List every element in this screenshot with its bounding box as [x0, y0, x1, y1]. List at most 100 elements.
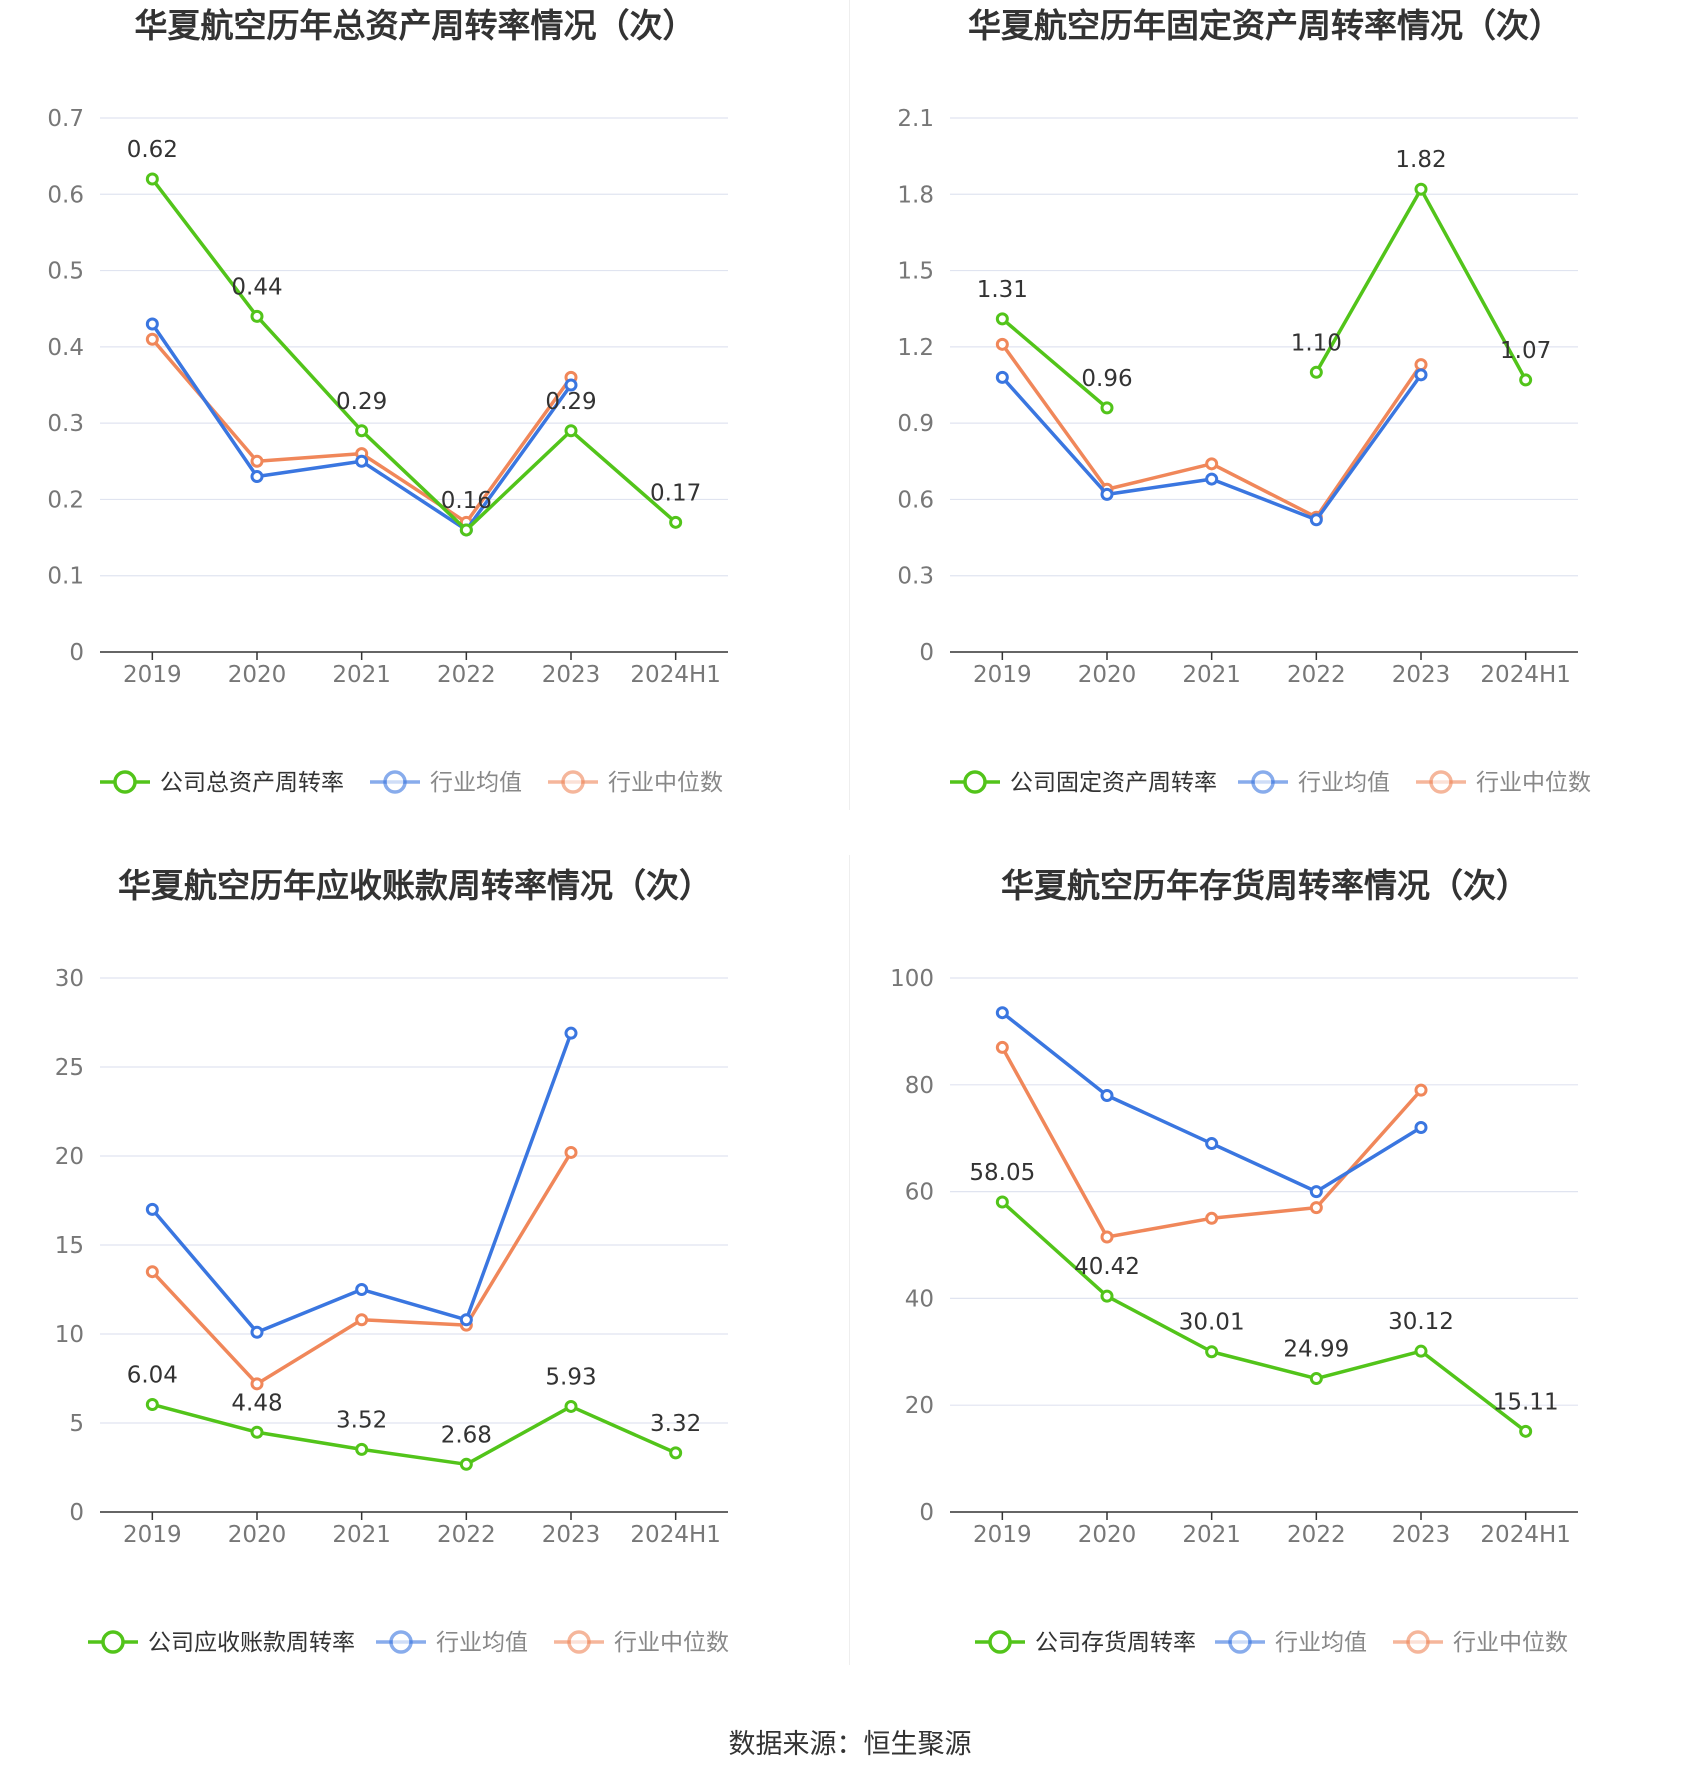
legend-label: 行业均值: [430, 770, 522, 796]
y-tick-label: 1.2: [897, 335, 934, 361]
data-label: 6.04: [127, 1362, 178, 1388]
legend-swatch-marker: [383, 770, 407, 794]
y-tick-label: 0: [69, 1500, 84, 1526]
data-label: 0.29: [545, 389, 596, 415]
data-label: 4.48: [231, 1390, 282, 1416]
data-label: 0.96: [1081, 366, 1132, 392]
vertical-divider-bottom: [849, 855, 850, 1665]
x-tick-label: 2024H1: [630, 1522, 720, 1548]
data-point-company: [564, 424, 578, 438]
chart-svg: 华夏航空历年总资产周转率情况（次） 0 0.1 0.2 0.3 0.4 0.5 0.6 0.7 2…: [47, 6, 728, 796]
x-tick-label: 2024H1: [1480, 1522, 1570, 1548]
x-tick-label: 2024H1: [630, 662, 720, 688]
data-point-avg: [250, 1325, 264, 1339]
legend-item-median: 行业中位数: [1416, 770, 1591, 796]
data-label: 0.29: [336, 389, 387, 415]
data-point-median: [1414, 358, 1428, 372]
chart-title: 华夏航空历年存货周转率情况（次）: [1001, 866, 1529, 905]
data-point-company: [459, 1457, 473, 1471]
y-tick-label: 0: [69, 640, 84, 666]
y-tick-label: 20: [905, 1393, 934, 1419]
data-label: 15.11: [1493, 1389, 1559, 1415]
y-tick-label: 0.9: [897, 411, 934, 437]
x-tick-label: 2021: [332, 662, 391, 688]
x-tick-label: 2023: [542, 1522, 601, 1548]
legend-item-median: 行业中位数: [548, 770, 723, 796]
x-tick-label: 2022: [1287, 662, 1346, 688]
data-point-avg: [459, 1313, 473, 1327]
chart-panel-total-asset-turnover: 华夏航空历年总资产周转率情况（次） 0 0.1 0.2 0.3 0.4 0.5 0.6 0.7 2…: [0, 0, 850, 860]
data-label: 0.44: [231, 274, 282, 300]
legend-label: 公司存货周转率: [1035, 1630, 1196, 1656]
legend-swatch-marker: [1228, 1630, 1252, 1654]
series-line-company: [1314, 187, 1528, 381]
y-tick-label: 0.3: [47, 411, 84, 437]
x-tick-label: 2021: [1182, 662, 1241, 688]
chart-panel-fixed-asset-turnover: 华夏航空历年固定资产周转率情况（次） 0 0.3 0.6 0.9 1.2 1.5 1.8 2.1…: [850, 0, 1700, 860]
chart-title: 华夏航空历年应收账款周转率情况（次）: [118, 866, 712, 905]
data-point-company: [1205, 1345, 1219, 1359]
data-point-company: [1519, 373, 1533, 387]
data-point-avg: [1100, 487, 1114, 501]
data-point-avg: [564, 378, 578, 392]
legend-swatch-marker: [1251, 770, 1275, 794]
y-tick-label: 0: [919, 1500, 934, 1526]
legend-label: 公司应收账款周转率: [148, 1630, 355, 1656]
series-line-company: [1001, 317, 1109, 410]
data-point-company: [1309, 1372, 1323, 1386]
data-label: 30.12: [1388, 1309, 1454, 1335]
data-point-median: [1205, 1211, 1219, 1225]
legend-item-avg: 行业均值: [1215, 1630, 1367, 1656]
legend-item-median: 行业中位数: [554, 1630, 729, 1656]
y-tick-label: 15: [55, 1233, 84, 1259]
data-point-company: [459, 523, 473, 537]
data-point-company: [250, 309, 264, 323]
legend-label: 行业中位数: [608, 770, 723, 796]
data-label: 24.99: [1283, 1337, 1349, 1363]
legend-item-avg: 行业均值: [370, 770, 522, 796]
data-point-company: [1309, 365, 1323, 379]
series-line-company: [151, 1402, 677, 1467]
series-line-company: [150, 177, 677, 532]
series-line-company: [1001, 1200, 1527, 1433]
data-point-avg: [1309, 1185, 1323, 1199]
legend-label: 行业均值: [1298, 770, 1390, 796]
legend-label: 行业中位数: [1476, 770, 1591, 796]
data-point-median: [250, 1377, 264, 1391]
y-tick-label: 0.5: [47, 259, 84, 285]
data-point-avg: [250, 470, 264, 484]
x-tick-label: 2019: [973, 1522, 1032, 1548]
y-tick-label: 30: [55, 966, 84, 992]
x-tick-label: 2022: [437, 662, 496, 688]
chart-svg: 华夏航空历年应收账款周转率情况（次） 0 5 10 15 20 25 30 2019 2020 20…: [55, 866, 729, 1656]
legend-item-median: 行业中位数: [1393, 1630, 1568, 1656]
data-label: 0.62: [127, 137, 178, 163]
data-point-avg: [1414, 368, 1428, 382]
y-tick-label: 0.3: [897, 564, 934, 590]
y-tick-label: 40: [905, 1286, 934, 1312]
y-tick-label: 80: [905, 1073, 934, 1099]
data-point-median: [1205, 457, 1219, 471]
series-line-avg: [1001, 373, 1423, 522]
x-tick-label: 2022: [437, 1522, 496, 1548]
data-point-company: [564, 1399, 578, 1413]
legend-swatch-marker: [101, 1630, 125, 1654]
legend-swatch-marker: [1429, 770, 1453, 794]
legend-swatch-marker: [567, 1630, 591, 1654]
data-point-avg: [995, 1006, 1009, 1020]
legend-swatch-marker: [1406, 1630, 1430, 1654]
x-tick-label: 2021: [1182, 1522, 1241, 1548]
chart-title: 华夏航空历年固定资产周转率情况（次）: [968, 6, 1562, 45]
data-point-median: [1414, 1083, 1428, 1097]
x-tick-label: 2021: [332, 1522, 391, 1548]
data-point-avg: [1100, 1088, 1114, 1102]
data-point-company: [355, 1442, 369, 1456]
x-tick-label: 2024H1: [1480, 662, 1570, 688]
legend-label: 行业中位数: [614, 1630, 729, 1656]
data-label: 0.16: [441, 488, 492, 514]
legend-label: 公司固定资产周转率: [1010, 770, 1217, 796]
y-tick-label: 0.2: [47, 487, 84, 513]
data-point-company: [145, 1397, 159, 1411]
legend-label: 行业中位数: [1453, 1630, 1568, 1656]
